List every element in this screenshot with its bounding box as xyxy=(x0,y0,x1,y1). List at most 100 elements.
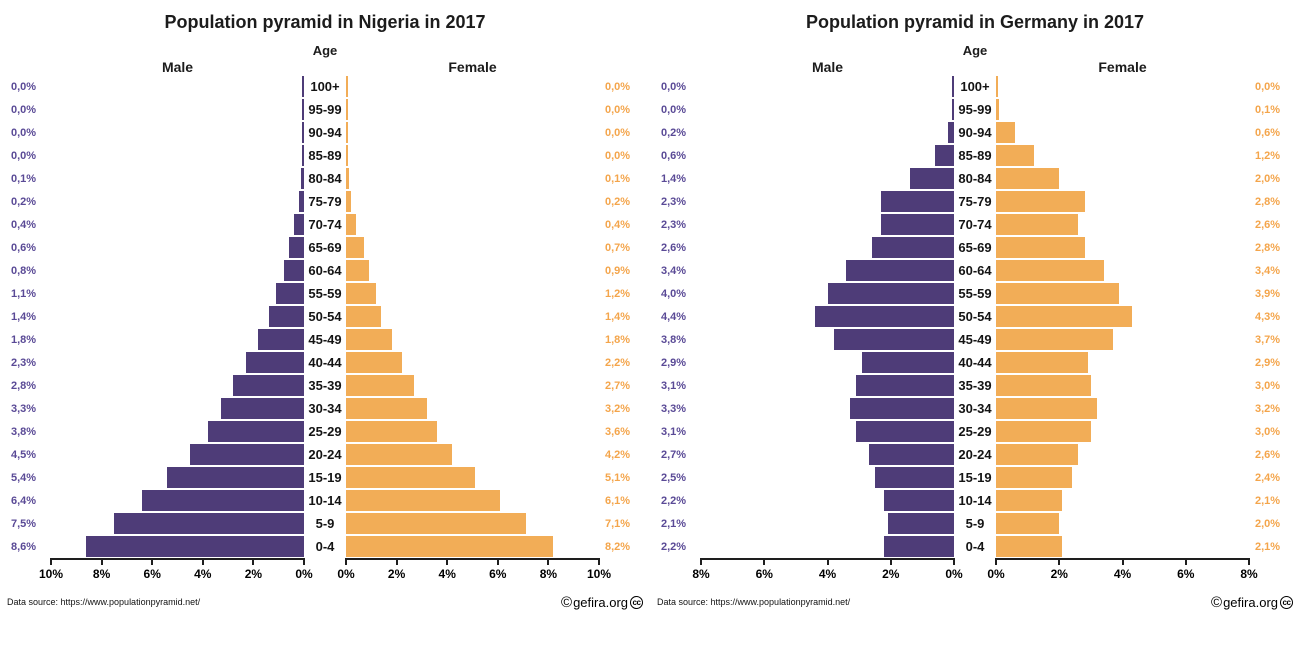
female-value-row: 4,2% xyxy=(599,443,645,466)
male-series-label: Male xyxy=(161,59,194,75)
female-value-row: 8,2% xyxy=(599,535,645,558)
male-bar-row xyxy=(51,282,304,305)
age-group-label: 95-99 xyxy=(308,102,342,117)
male-value-label: 0,2% xyxy=(11,195,37,208)
female-value-label: 2,8% xyxy=(1255,195,1281,208)
male-value-row: 2,2% xyxy=(655,489,701,512)
female-series-label: Female xyxy=(1098,59,1147,75)
age-group-row: 60-64 xyxy=(304,259,346,282)
male-value-row: 3,4% xyxy=(655,259,701,282)
male-value-label: 2,7% xyxy=(661,448,687,461)
age-group-label: 40-44 xyxy=(308,355,342,370)
female-bar xyxy=(996,352,1088,373)
male-value-label: 2,2% xyxy=(661,494,687,507)
axis-tick-label: 8% xyxy=(92,567,111,581)
male-value-label: 2,2% xyxy=(661,540,687,553)
female-bar xyxy=(346,214,357,235)
male-bar xyxy=(846,260,954,281)
age-axis-label: Age xyxy=(962,43,988,58)
male-bar-row xyxy=(51,397,304,420)
female-value-row: 2,6% xyxy=(1249,443,1295,466)
female-value-row: 1,2% xyxy=(599,282,645,305)
female-bar xyxy=(996,421,1091,442)
male-value-label: 2,6% xyxy=(661,241,687,254)
female-bar-row xyxy=(996,512,1249,535)
male-bar xyxy=(283,260,304,281)
age-group-row: 70-74 xyxy=(304,213,346,236)
age-group-label: 30-34 xyxy=(308,401,342,416)
male-bar xyxy=(258,329,304,350)
male-bars-plot xyxy=(701,75,954,558)
male-bar-row xyxy=(701,121,954,144)
age-group-row: 25-29 xyxy=(954,420,996,443)
axis-tick xyxy=(446,558,449,565)
age-group-row: 50-54 xyxy=(954,305,996,328)
axis-tick-label: 4% xyxy=(1113,567,1132,581)
male-value-label: 4,0% xyxy=(661,287,687,300)
female-bar-row xyxy=(996,489,1249,512)
female-bar xyxy=(996,237,1085,258)
female-bar-row xyxy=(346,75,599,98)
female-value-label: 8,2% xyxy=(605,540,631,553)
female-bar xyxy=(346,306,382,327)
age-group-row: 50-54 xyxy=(304,305,346,328)
male-value-row: 0,0% xyxy=(655,75,701,98)
age-group-row: 10-14 xyxy=(304,489,346,512)
male-value-row: 2,3% xyxy=(655,190,701,213)
male-value-label: 2,3% xyxy=(11,356,37,369)
age-group-row: 20-24 xyxy=(954,443,996,466)
female-value-row: 0,2% xyxy=(599,190,645,213)
male-bar xyxy=(276,283,304,304)
female-value-label: 0,0% xyxy=(1255,80,1281,93)
female-value-label: 0,0% xyxy=(605,126,631,139)
male-value-row: 2,1% xyxy=(655,512,701,535)
age-group-row: 0-4 xyxy=(954,535,996,558)
age-group-label: 80-84 xyxy=(958,171,992,186)
axis-tick xyxy=(598,558,600,565)
male-value-label: 3,3% xyxy=(11,402,37,415)
female-bar-row xyxy=(346,535,599,558)
age-group-row: 65-69 xyxy=(304,236,346,259)
male-bar-row xyxy=(51,512,304,535)
age-group-label: 75-79 xyxy=(958,194,992,209)
axis-tick xyxy=(1121,558,1124,565)
female-value-label: 0,0% xyxy=(605,149,631,162)
female-bar xyxy=(346,76,348,97)
copyright-icon: © xyxy=(561,593,573,611)
male-value-row: 4,0% xyxy=(655,282,701,305)
female-bar xyxy=(996,99,1000,120)
male-bar xyxy=(288,237,304,258)
male-bar xyxy=(952,76,954,97)
male-value-label: 1,1% xyxy=(11,287,37,300)
male-value-row: 0,2% xyxy=(5,190,51,213)
female-value-label: 2,9% xyxy=(1255,356,1281,369)
age-group-label: 0-4 xyxy=(315,539,335,554)
female-value-row: 3,0% xyxy=(1249,420,1295,443)
chart-grid: Male Age Female 0,0% 0,0% 0,0% 0,0% 0,1% 0,2%… xyxy=(0,41,650,612)
age-group-label: 90-94 xyxy=(308,125,342,140)
male-value-label: 6,4% xyxy=(11,494,37,507)
male-bar-row xyxy=(701,489,954,512)
age-group-label: 55-59 xyxy=(958,286,992,301)
female-bar xyxy=(346,467,476,488)
male-bar xyxy=(220,398,304,419)
female-bars-plot xyxy=(996,75,1249,558)
age-group-label: 5-9 xyxy=(315,516,335,531)
axis-tick-label: 10% xyxy=(586,567,612,581)
female-bar xyxy=(996,329,1113,350)
age-group-row: 65-69 xyxy=(954,236,996,259)
female-bar xyxy=(996,191,1085,212)
male-value-label: 2,3% xyxy=(661,218,687,231)
male-bar xyxy=(868,444,954,465)
age-group-label: 45-49 xyxy=(308,332,342,347)
axis-tick xyxy=(496,558,499,565)
age-group-row: 90-94 xyxy=(304,121,346,144)
male-bar xyxy=(233,375,304,396)
female-value-label: 2,7% xyxy=(605,379,631,392)
female-bar-row xyxy=(346,328,599,351)
male-value-label: 3,1% xyxy=(661,425,687,438)
female-bar-row xyxy=(346,443,599,466)
male-bar-row xyxy=(51,236,304,259)
age-group-row: 95-99 xyxy=(954,98,996,121)
age-axis-label: Age xyxy=(312,43,338,58)
